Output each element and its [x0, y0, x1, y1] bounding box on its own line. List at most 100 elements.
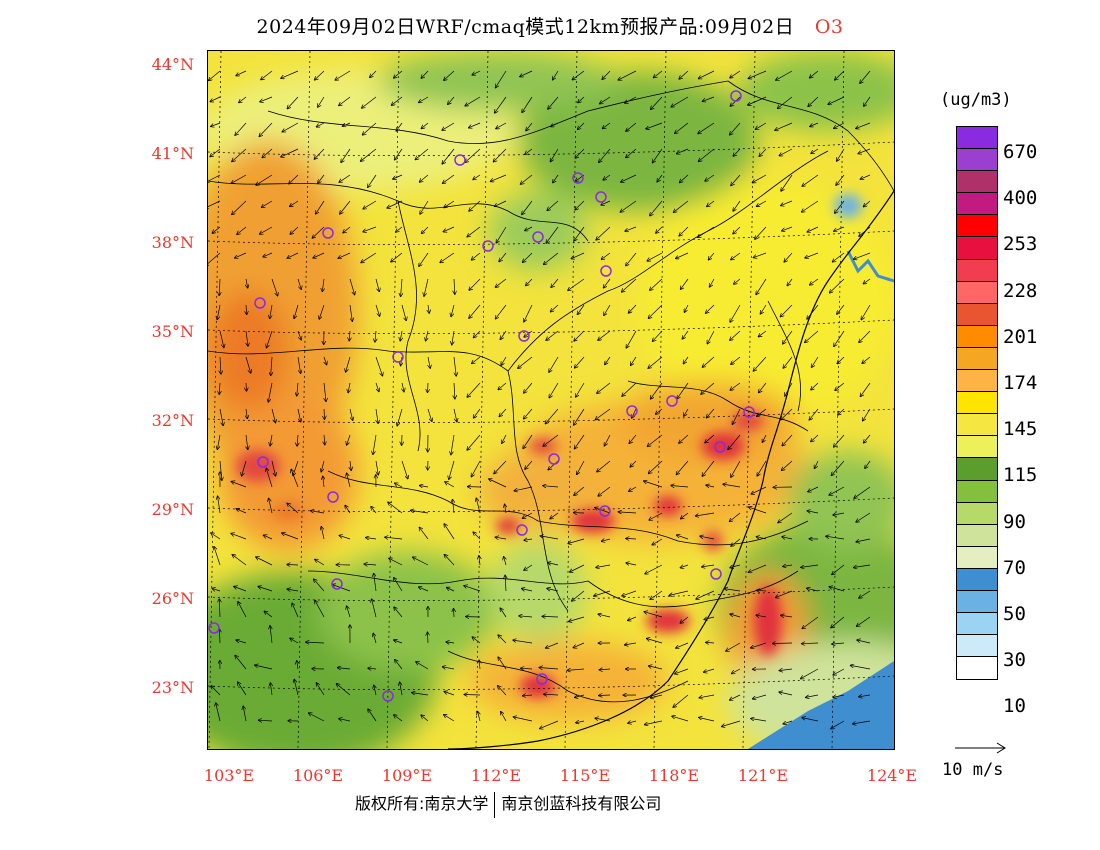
lat-label-35: 35°N: [151, 322, 194, 341]
copyright-footer: 版权所有:南京大学 南京创蓝科技有限公司: [355, 790, 661, 818]
legend-swatch: [957, 414, 997, 437]
legend-swatch: [957, 590, 997, 614]
sea-low-zone: [748, 661, 894, 749]
legend-swatch: [957, 171, 997, 194]
concentration-field: [208, 51, 894, 749]
legend-swatch: [957, 502, 997, 525]
lon-label-112: 112°E: [470, 766, 522, 785]
lat-label-44: 44°N: [151, 55, 194, 74]
lat-label-32: 32°N: [151, 411, 194, 430]
concentration-hotspots: [236, 194, 862, 698]
legend-label-400: 400: [1003, 187, 1038, 210]
legend-swatch: [957, 524, 997, 547]
city-marker: [600, 265, 612, 277]
graticule-lines: [208, 51, 894, 749]
city-marker: [208, 622, 220, 634]
legend-label-228: 228: [1003, 279, 1038, 302]
city-marker: [482, 240, 494, 252]
species-label: O3: [814, 16, 844, 38]
footer-right: 南京创蓝科技有限公司: [501, 794, 662, 813]
legend-swatch: [957, 480, 997, 503]
legend-unit: (ug/m3): [940, 90, 1012, 110]
map-title: 2024年09月02日WRF/cmaq模式12km预报产品:09月02日 O3: [0, 12, 1100, 39]
city-marker: [382, 690, 394, 702]
city-marker: [548, 453, 560, 465]
legend-label-145: 145: [1003, 418, 1038, 441]
city-marker: [392, 351, 404, 363]
lat-label-26: 26°N: [151, 589, 194, 608]
province-borders: [208, 80, 894, 703]
city-marker: [743, 406, 755, 418]
legend-swatch: [957, 281, 997, 304]
legend-label-201: 201: [1003, 325, 1038, 348]
legend-swatch: [957, 370, 997, 393]
lon-label-103: 103°E: [203, 766, 255, 785]
city-marker: [626, 405, 638, 417]
legend-swatch: [957, 568, 997, 591]
lon-label-115: 115°E: [559, 766, 611, 785]
legend-label-90: 90: [1003, 510, 1026, 533]
lon-label-121: 121°E: [737, 766, 789, 785]
map-canvas: [208, 51, 894, 749]
legend-swatch: [957, 215, 997, 238]
lat-label-41: 41°N: [151, 144, 194, 163]
lat-label-23: 23°N: [151, 678, 194, 697]
legend-label-10: 10: [1003, 695, 1026, 718]
city-marker: [730, 90, 742, 102]
lon-label-106: 106°E: [292, 766, 344, 785]
legend-label-253: 253: [1003, 233, 1038, 256]
coastline: [447, 190, 894, 749]
city-marker: [518, 330, 530, 342]
legend-label-115: 115: [1003, 464, 1038, 487]
city-marker: [327, 491, 339, 503]
wind-reference-arrow: [955, 742, 1006, 754]
legend-swatch: [957, 635, 997, 658]
legend-swatch: [957, 546, 997, 569]
city-marker: [572, 172, 584, 184]
city-marker: [516, 524, 528, 536]
city-marker: [595, 191, 607, 203]
city-marker: [454, 154, 466, 166]
footer-left: 版权所有:南京大学: [355, 794, 489, 813]
city-marker: [714, 441, 726, 453]
lon-label-124: 124°E: [866, 766, 918, 785]
wind-vectors: [208, 70, 871, 729]
legend-swatch: [957, 657, 997, 680]
legend-swatch: [957, 149, 997, 172]
title-text: 2024年09月02日WRF/cmaq模式12km预报产品:09月02日: [256, 16, 795, 38]
legend-swatch: [957, 325, 997, 348]
footer-separator: [494, 791, 496, 818]
city-marker: [666, 395, 678, 407]
city-marker: [257, 456, 269, 468]
city-marker: [254, 297, 266, 309]
legend-swatch: [957, 193, 997, 216]
city-marker: [331, 578, 343, 590]
city-marker: [536, 673, 548, 685]
legend-swatch: [957, 613, 997, 636]
legend-swatch: [957, 259, 997, 282]
city-markers: [208, 90, 755, 702]
city-marker: [599, 505, 611, 517]
wind-reference-label: 10 m/s: [942, 760, 1004, 780]
legend-label-30: 30: [1003, 649, 1026, 672]
city-marker: [322, 227, 334, 239]
city-marker: [532, 231, 544, 243]
legend-label-670: 670: [1003, 141, 1038, 163]
city-marker: [710, 568, 722, 580]
legend-colorbar: [956, 126, 998, 681]
legend-swatch: [957, 127, 997, 150]
lon-label-109: 109°E: [381, 766, 433, 785]
legend-label-174: 174: [1003, 372, 1038, 394]
legend-swatch: [957, 436, 997, 459]
lat-label-38: 38°N: [151, 233, 194, 252]
legend-swatch: [957, 347, 997, 371]
legend-swatch: [957, 392, 997, 415]
legend-swatch: [957, 237, 997, 260]
lat-label-29: 29°N: [151, 500, 194, 519]
legend-swatch: [957, 458, 997, 481]
legend-label-50: 50: [1003, 603, 1026, 625]
legend-label-70: 70: [1003, 556, 1026, 579]
ozone-concentration-map[interactable]: [207, 50, 895, 750]
lon-label-118: 118°E: [648, 766, 700, 785]
legend-swatch: [957, 303, 997, 326]
